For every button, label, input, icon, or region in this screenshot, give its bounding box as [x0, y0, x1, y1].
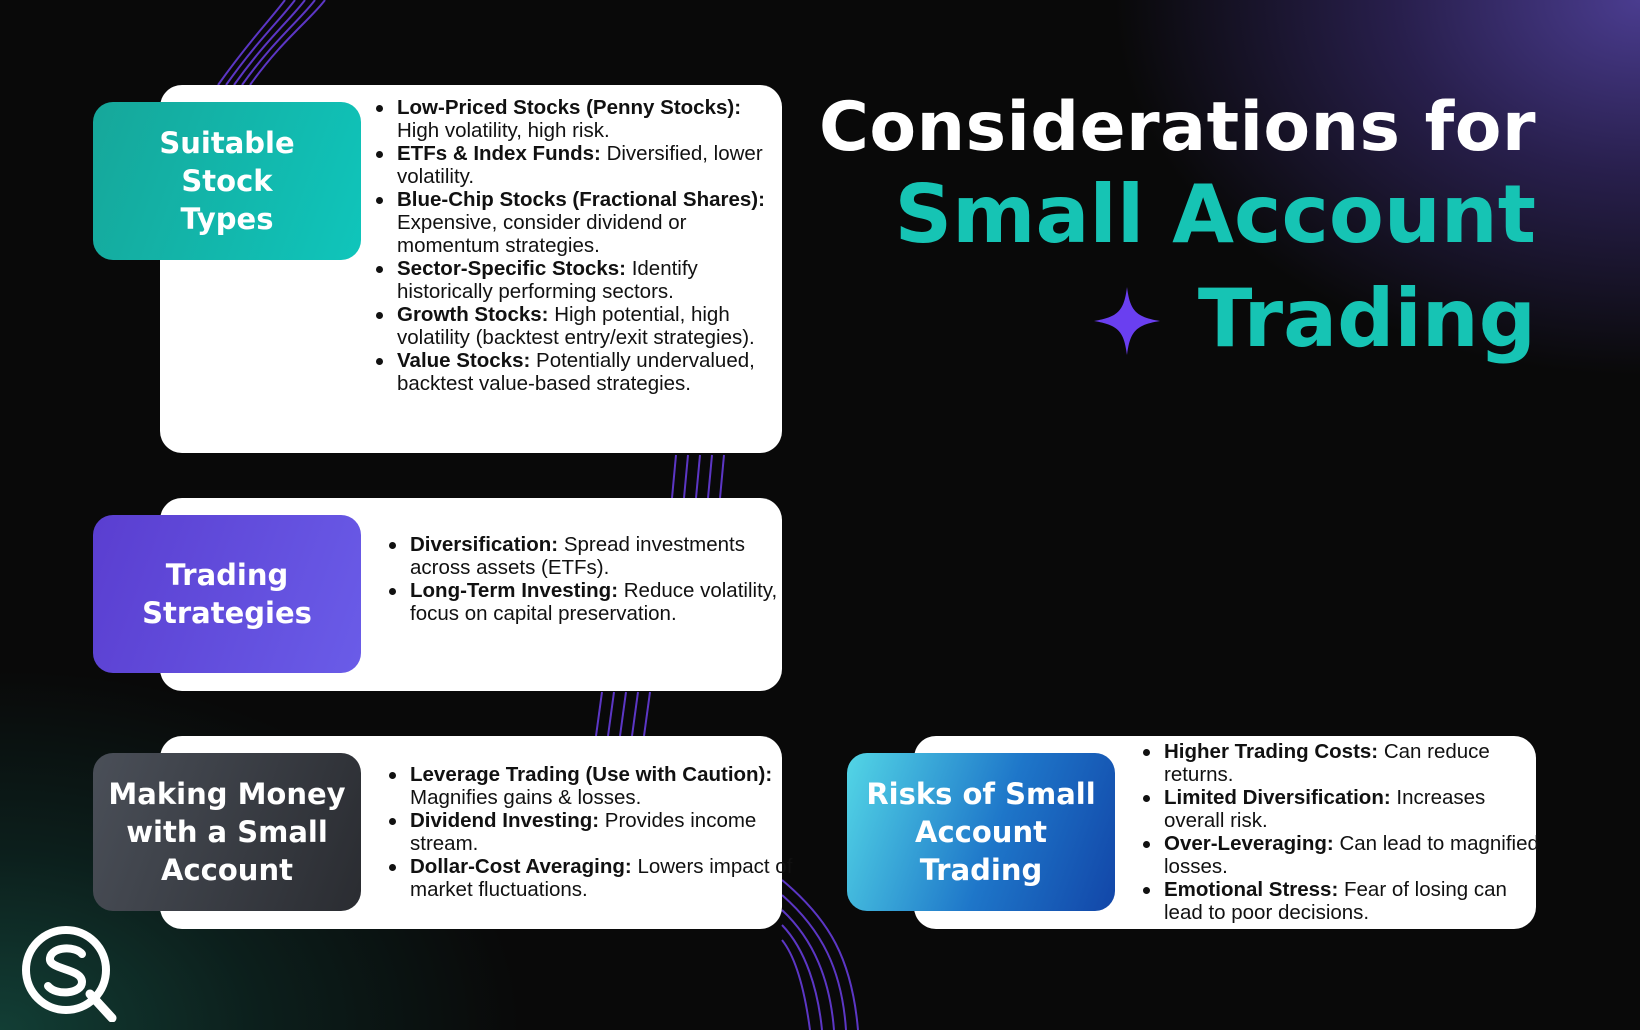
list-item: Long-Term Investing: Reduce volatility, … — [389, 579, 790, 625]
risks-list: Higher Trading Costs: Can reduce returns… — [1140, 740, 1549, 924]
list-item: Limited Diversification: Increases overa… — [1143, 786, 1549, 832]
page-title-line-1: Considerations for — [819, 88, 1536, 167]
trading-strategies-label: Trading Strategies — [93, 515, 361, 673]
list-item: Growth Stocks: High potential, high vola… — [376, 303, 777, 349]
list-item: Emotional Stress: Fear of losing can lea… — [1143, 878, 1549, 924]
four-point-star-icon — [1094, 287, 1160, 355]
stock-types-label: Suitable Stock Types — [93, 102, 361, 260]
making-money-label: Making Money with a Small Account — [93, 753, 361, 911]
page-title-line-3: Trading — [1197, 272, 1536, 365]
sq-logo-icon — [22, 926, 117, 1022]
page-title-line-2: Small Account — [894, 168, 1536, 261]
risks-label: Risks of Small Account Trading — [847, 753, 1115, 911]
list-item: Value Stocks: Potentially undervalued, b… — [376, 349, 777, 395]
list-item: Higher Trading Costs: Can reduce returns… — [1143, 740, 1549, 786]
list-item: Over-Leveraging: Can lead to magnified l… — [1143, 832, 1549, 878]
list-item: Diversification: Spread investments acro… — [389, 533, 790, 579]
making-money-list: Leverage Trading (Use with Caution): Mag… — [386, 763, 795, 901]
trading-strategies-list: Diversification: Spread investments acro… — [386, 533, 790, 625]
list-item: Dollar-Cost Averaging: Lowers impact of … — [389, 855, 795, 901]
list-item: Blue-Chip Stocks (Fractional Shares): Ex… — [376, 188, 777, 257]
list-item: Low-Priced Stocks (Penny Stocks): High v… — [376, 96, 777, 142]
list-item: Sector-Specific Stocks: Identify histori… — [376, 257, 777, 303]
list-item: Leverage Trading (Use with Caution): Mag… — [389, 763, 795, 809]
stock-types-list: Low-Priced Stocks (Penny Stocks): High v… — [373, 96, 777, 395]
list-item: ETFs & Index Funds: Diversified, lower v… — [376, 142, 777, 188]
list-item: Dividend Investing: Provides income stre… — [389, 809, 795, 855]
